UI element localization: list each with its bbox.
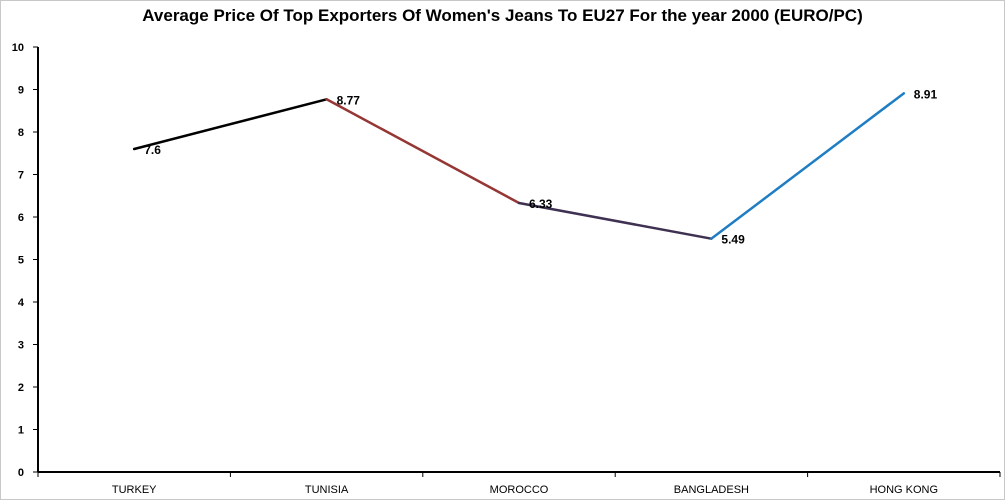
line-segment: [517, 201, 713, 240]
y-tick-label: 6: [18, 212, 24, 224]
y-tick-label: 4: [18, 297, 25, 309]
x-tick-label: HONG KONG: [870, 484, 938, 496]
y-tick-label: 9: [18, 85, 24, 97]
y-tick-label: 2: [18, 382, 24, 394]
axes: [33, 46, 1001, 477]
line-segment: [710, 92, 906, 240]
y-tick-label: 3: [18, 340, 24, 352]
data-label: 8.77: [337, 93, 361, 107]
data-label: 6.33: [529, 197, 553, 211]
x-tick-labels: TURKEY TUNISIA MOROCCO BANGLADESH HONG KONG: [112, 484, 938, 496]
data-label: 5.49: [721, 233, 745, 247]
data-label: 7.6: [144, 143, 161, 157]
y-tick-label: 0: [18, 467, 24, 479]
line-segment: [325, 98, 521, 205]
y-tick-label: 8: [18, 127, 24, 139]
data-labels: 7.6 8.77 6.33 5.49 8.91: [144, 87, 937, 246]
line-segment: [132, 98, 328, 151]
y-tick-label: 5: [18, 255, 24, 267]
x-tick-label: TUNISIA: [305, 484, 349, 496]
y-tick-labels: 0 1 2 3 4 5 6 7 8 9 10: [12, 42, 25, 479]
y-tick-label: 10: [12, 42, 24, 54]
series-line: [132, 92, 906, 240]
y-tick-label: 1: [18, 425, 24, 437]
x-tick-label: MOROCCO: [490, 484, 549, 496]
chart-title: Average Price Of Top Exporters Of Women'…: [142, 6, 863, 25]
x-tick-label: TURKEY: [112, 484, 157, 496]
data-label: 8.91: [914, 87, 938, 101]
y-tick-label: 7: [18, 170, 24, 182]
x-tick-label: BANGLADESH: [674, 484, 749, 496]
